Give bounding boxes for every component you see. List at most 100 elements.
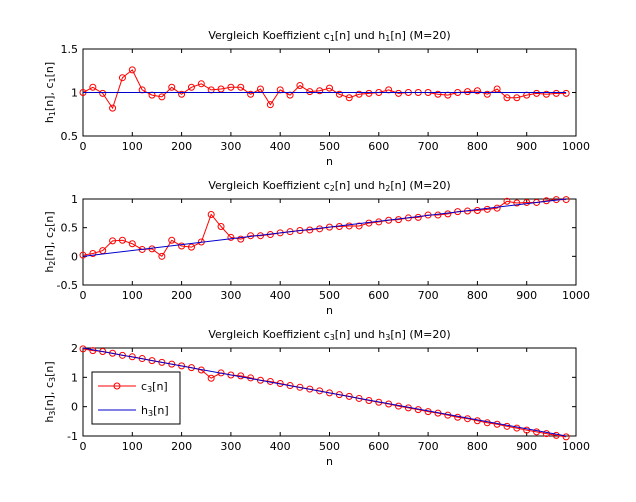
data-point-c1 (128, 66, 136, 74)
x-tick-label: 200 (171, 289, 192, 302)
data-point-c3 (326, 389, 333, 397)
chart-title: Vergleich Koeffizient c1[n] und h1[n] (M… (208, 29, 450, 43)
legend: c3[n] h3[n] (91, 371, 181, 425)
x-tick-label: 400 (270, 289, 291, 302)
x-tick-label: 800 (467, 140, 488, 153)
data-point-c1 (89, 83, 97, 91)
data-point-c2 (128, 240, 136, 248)
data-point-c2 (168, 236, 176, 244)
data-point-c3 (552, 431, 560, 439)
series-line-h2 (82, 198, 567, 257)
legend-label-h3: h3[n] (141, 404, 169, 418)
x-tick-label: 300 (220, 289, 241, 302)
x-tick-label: 500 (319, 289, 340, 302)
data-point-c2 (158, 252, 166, 260)
x-tick-label: 100 (122, 289, 143, 302)
x-tick-label: 900 (516, 440, 537, 453)
data-point-c2 (207, 210, 215, 218)
subplot-3: 0 100 200 300 400 500 600 700 800 900 1000-1012Ver… (43, 328, 590, 468)
data-point-c2 (473, 206, 481, 214)
data-point-c1 (326, 84, 333, 92)
data-point-c3 (542, 430, 550, 438)
y-tick-label: -1 (67, 430, 78, 443)
x-tick-label: 200 (171, 440, 192, 453)
data-point-c1 (227, 83, 235, 91)
x-tick-label: 0 (80, 440, 87, 453)
x-tick-label: 900 (516, 140, 537, 153)
y-tick-label: -0.5 (57, 279, 78, 292)
x-tick-label: 400 (270, 140, 291, 153)
data-point-c2 (523, 198, 531, 206)
x-axis-label: n (326, 304, 333, 317)
y-tick-label: 0.5 (61, 130, 79, 143)
x-tick-label: 0 (80, 289, 87, 302)
data-point-c1 (365, 89, 373, 97)
x-axis-label: n (326, 455, 333, 468)
data-point-c1 (178, 90, 186, 98)
data-point-c1 (316, 87, 324, 95)
data-point-c1 (158, 93, 166, 101)
x-tick-label: 700 (418, 140, 439, 153)
x-tick-label: 300 (220, 140, 241, 153)
x-tick-label: 100 (122, 140, 143, 153)
data-point-c3 (533, 428, 541, 436)
data-point-c1 (355, 90, 363, 98)
chart-title: Vergleich Koeffizient c3[n] und h3[n] (M… (208, 328, 450, 342)
x-tick-label: 500 (319, 440, 340, 453)
axes-frame (82, 198, 577, 286)
data-point-c2 (217, 223, 225, 231)
data-point-c1 (513, 94, 521, 102)
x-tick-label: 600 (368, 140, 389, 153)
y-tick-label: 1.5 (61, 43, 79, 56)
data-point-c2 (483, 205, 491, 213)
data-point-c2 (444, 210, 452, 218)
data-point-c1 (345, 94, 353, 102)
data-point-c3 (513, 424, 521, 432)
series-line-c1 (82, 69, 567, 110)
legend-label-c3: c3[n] (141, 380, 168, 394)
x-tick-label: 1000 (562, 140, 590, 153)
data-point-c1 (118, 74, 126, 82)
data-point-c1 (335, 90, 343, 98)
x-tick-label: 300 (220, 440, 241, 453)
y-tick-label: 0 (71, 250, 78, 263)
data-point-c1 (168, 83, 176, 91)
data-point-c1 (483, 90, 491, 98)
x-tick-label: 900 (516, 289, 537, 302)
data-point-c2 (493, 204, 501, 212)
data-point-c1 (109, 104, 117, 112)
data-point-c3 (562, 433, 570, 441)
data-point-c1 (306, 88, 314, 96)
x-tick-label: 1000 (562, 289, 590, 302)
x-tick-label: 0 (80, 140, 87, 153)
data-point-c1 (562, 89, 570, 97)
legend-box (91, 371, 181, 425)
x-tick-label: 700 (418, 440, 439, 453)
data-point-c1 (296, 82, 304, 90)
y-tick-label: 1 (71, 193, 78, 206)
x-tick-label: 800 (467, 440, 488, 453)
y-tick-label: 2 (71, 342, 78, 355)
data-point-c2 (79, 251, 87, 259)
chart-title: Vergleich Koeffizient c2[n] und h2[n] (M… (208, 179, 450, 193)
x-tick-label: 400 (270, 440, 291, 453)
data-point-c2 (513, 199, 521, 207)
x-tick-label: 600 (368, 440, 389, 453)
x-tick-label: 200 (171, 140, 192, 153)
data-point-c2 (109, 237, 117, 245)
y-axis-label: h3[n], c3[n] (43, 361, 57, 422)
data-point-c1 (533, 89, 541, 97)
data-point-c3 (483, 419, 491, 427)
data-point-c1 (187, 83, 195, 91)
data-point-c1 (503, 94, 511, 102)
data-point-c2 (503, 197, 511, 205)
x-tick-label: 800 (467, 289, 488, 302)
subplot-1: 0 100 200 300 400 500 600 700 800 900 1000 0.5 1 1.5 V… (43, 29, 590, 168)
data-point-c2 (345, 222, 353, 230)
data-point-c1 (237, 83, 245, 91)
data-point-c1 (266, 101, 274, 109)
x-axis-label: n (326, 155, 333, 168)
data-point-c2 (237, 235, 245, 243)
y-tick-label: 0.5 (61, 222, 79, 235)
